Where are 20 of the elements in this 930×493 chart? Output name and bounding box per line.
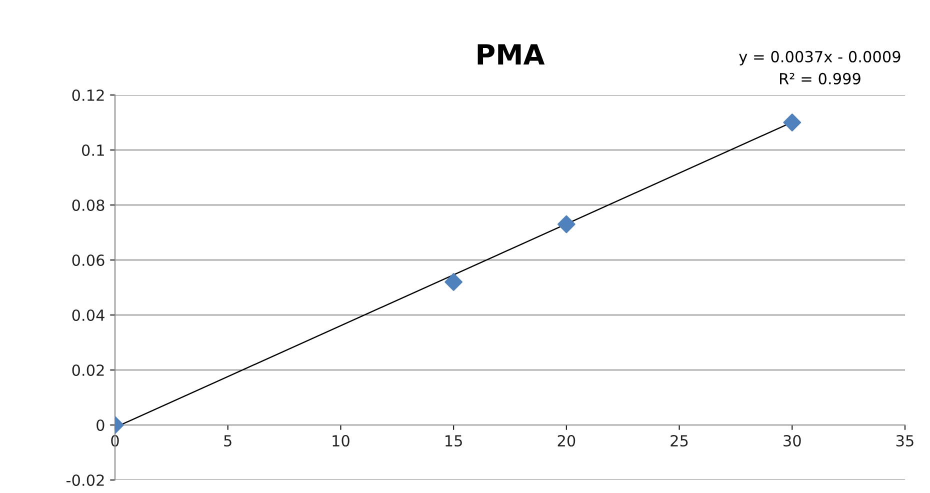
x-tick-label: 25: [670, 434, 688, 447]
y-tick-label: 0.08: [72, 199, 104, 212]
y-tick-label: 0.04: [72, 309, 104, 322]
x-tick-label: 15: [446, 435, 462, 447]
x-tick-label: 30: [784, 434, 801, 447]
x-tick-label: 5: [224, 435, 232, 447]
y-tick-label: 0.1: [82, 144, 104, 156]
x-tick-label: 20: [558, 434, 576, 447]
x-tick-label: 35: [896, 434, 914, 447]
y-tick-label: -0.02: [66, 474, 104, 486]
chart-title: PMA: [478, 44, 545, 64]
text: R² = 0.999: [780, 72, 860, 84]
y-tick-label: 0.12: [72, 89, 104, 102]
y-tick-label: 0.02: [72, 364, 104, 376]
x-tick-label: 10: [332, 434, 350, 447]
point: [558, 215, 576, 234]
point: [444, 273, 462, 291]
y-tick-label: 0.06: [72, 254, 104, 266]
text: y = 0.0037x - 0.0009: [739, 50, 900, 66]
y-tick-label: 0: [96, 419, 104, 432]
